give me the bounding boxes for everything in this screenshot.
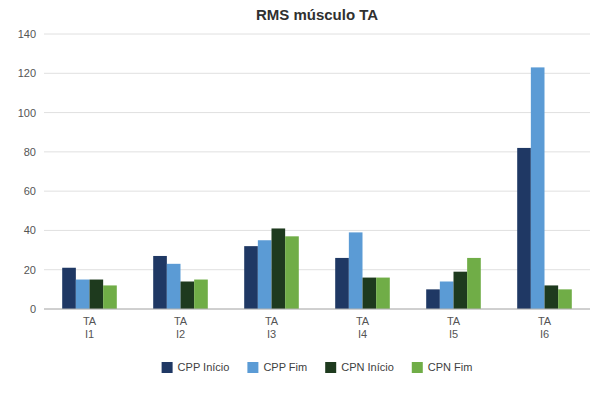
chart-container: RMS músculo TA 0 20 40 60 80 100 120 140 TAI1 TAI2… [0,0,606,393]
bar [349,232,363,309]
x-tick-label: TAI2 [174,315,188,340]
y-axis: 0 20 40 60 80 100 120 140 [18,28,590,315]
legend-label: CPP Fim [263,361,307,373]
bar [103,285,117,309]
y-tick-label: 40 [24,224,36,236]
grid-line [44,34,590,35]
bar [517,148,531,309]
y-tick-label: 140 [18,28,36,40]
legend-swatch [412,362,423,373]
bar [181,282,195,310]
grid-line [44,112,590,113]
y-tick-label: 20 [24,264,36,276]
x-tick-label: TAI5 [447,315,461,340]
bar [285,236,299,309]
legend: CPP Início CPP Fim CPN Início CPN Fim [162,361,473,373]
bar [258,240,272,309]
y-tick-label: 120 [18,67,36,79]
legend-item: CPN Fim [412,361,473,373]
bar [272,228,286,309]
bar [426,289,440,309]
chart-title: RMS músculo TA [256,6,378,23]
x-tick-label: TAI1 [83,315,97,340]
x-tick-label: TAI4 [356,315,370,340]
grid-line [44,230,590,231]
legend-label: CPN Início [341,361,394,373]
bar [244,246,258,309]
bar [76,280,90,309]
x-axis: TAI1 TAI2 TAI3 TAI4 TAI5 TAI6 [44,309,590,340]
grid-line [44,269,590,270]
legend-item: CPP Início [162,361,230,373]
bar [454,272,468,309]
bar [363,278,377,309]
legend-label: CPP Início [178,361,230,373]
legend-label: CPN Fim [428,361,473,373]
bars [62,67,572,309]
bar [376,278,390,309]
chart-svg: RMS músculo TA 0 20 40 60 80 100 120 140 TAI1 TAI2… [0,0,606,393]
legend-swatch [325,362,336,373]
grid-line [44,151,590,152]
x-tick-label: TAI3 [265,315,279,340]
legend-item: CPP Fim [247,361,307,373]
bar [90,280,104,309]
legend-item: CPN Início [325,361,394,373]
x-axis-line [44,309,590,310]
grid-line [44,191,590,192]
y-tick-label: 0 [30,303,36,315]
y-tick-label: 60 [24,185,36,197]
bar [558,289,572,309]
grid-line [44,309,590,310]
bar [545,285,559,309]
bar [167,264,181,309]
x-tick-label: TAI6 [538,315,552,340]
bar [153,256,167,309]
y-tick-label: 100 [18,107,36,119]
bar [335,258,349,309]
y-tick-label: 80 [24,146,36,158]
bar [194,280,208,309]
grid-line [44,73,590,74]
legend-swatch [162,362,173,373]
bar [62,268,76,309]
bar [467,258,481,309]
bar [531,67,545,309]
legend-swatch [247,362,258,373]
bar [440,282,454,310]
